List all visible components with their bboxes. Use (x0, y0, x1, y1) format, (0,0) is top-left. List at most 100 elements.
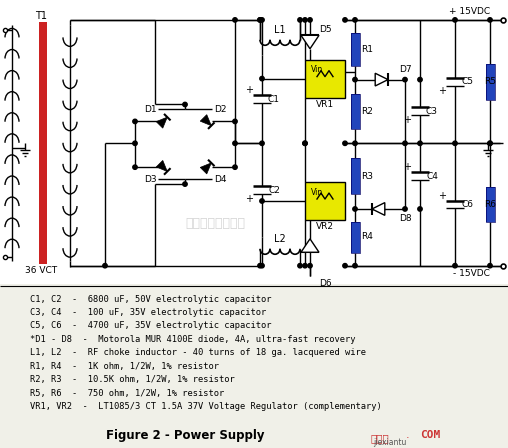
Text: VR1, VR2  -  LT1085/3 CT 1.5A 37V Voltage Regulator (complementary): VR1, VR2 - LT1085/3 CT 1.5A 37V Voltage … (30, 402, 382, 411)
Text: +: + (438, 86, 446, 95)
Text: 接线图: 接线图 (371, 433, 389, 443)
Circle shape (343, 263, 347, 268)
Circle shape (353, 18, 357, 22)
Circle shape (403, 141, 407, 146)
Circle shape (488, 141, 492, 146)
Text: Vin: Vin (311, 65, 323, 74)
Circle shape (233, 165, 237, 169)
Text: - 15VDC: - 15VDC (453, 269, 490, 278)
Text: T1: T1 (35, 11, 47, 21)
Circle shape (133, 165, 137, 169)
Text: D3: D3 (144, 175, 156, 184)
Circle shape (403, 78, 407, 82)
Text: +: + (403, 116, 411, 125)
Text: +: + (245, 85, 253, 95)
Polygon shape (301, 35, 319, 49)
Text: C3, C4  -  100 uF, 35V electrolytic capacitor: C3, C4 - 100 uF, 35V electrolytic capaci… (30, 308, 266, 317)
Text: D8: D8 (399, 215, 411, 224)
Circle shape (353, 207, 357, 211)
Circle shape (258, 18, 262, 22)
Text: R5: R5 (484, 77, 496, 86)
Text: R6: R6 (484, 200, 496, 209)
Text: 杭州梯智科技公司: 杭州梯智科技公司 (185, 217, 245, 230)
Polygon shape (301, 239, 319, 252)
Text: Vin: Vin (311, 188, 323, 197)
Text: L1: L1 (274, 25, 286, 35)
Text: R2, R3  -  10.5K ohm, 1/2W, 1% resistor: R2, R3 - 10.5K ohm, 1/2W, 1% resistor (30, 375, 235, 384)
Bar (305, 60, 345, 98)
Text: C4: C4 (426, 172, 438, 181)
Text: C2: C2 (268, 185, 280, 194)
Bar (351, 222, 360, 253)
Bar (351, 33, 360, 66)
Circle shape (233, 119, 237, 124)
Text: VR2: VR2 (316, 222, 334, 231)
Circle shape (303, 141, 307, 146)
Circle shape (418, 141, 422, 146)
Circle shape (418, 78, 422, 82)
Text: C1: C1 (268, 95, 280, 103)
Text: R5, R6  -  750 ohm, 1/2W, 1% resistor: R5, R6 - 750 ohm, 1/2W, 1% resistor (30, 388, 224, 397)
Polygon shape (156, 160, 167, 172)
Text: jiexiantu: jiexiantu (373, 438, 407, 447)
Circle shape (488, 263, 492, 268)
Text: + 15VDC: + 15VDC (449, 8, 490, 17)
Text: D5: D5 (319, 26, 331, 34)
Text: *D1 - D8  -  Motorola MUR 4100E diode, 4A, ultra-fast recovery: *D1 - D8 - Motorola MUR 4100E diode, 4A,… (30, 335, 356, 344)
Circle shape (260, 18, 264, 22)
Text: D4: D4 (214, 175, 226, 184)
Text: D1: D1 (144, 105, 156, 114)
Circle shape (488, 141, 492, 146)
Circle shape (303, 141, 307, 146)
Bar (39, 22, 47, 264)
Text: D6: D6 (319, 279, 331, 288)
Text: L1, L2  -  RF choke inductor - 40 turns of 18 ga. lacquered wire: L1, L2 - RF choke inductor - 40 turns of… (30, 348, 366, 358)
Circle shape (183, 182, 187, 186)
Circle shape (343, 18, 347, 22)
Text: R1, R4  -  1K ohm, 1/2W, 1% resistor: R1, R4 - 1K ohm, 1/2W, 1% resistor (30, 362, 219, 371)
Text: ·: · (406, 433, 410, 443)
Text: D2: D2 (214, 105, 226, 114)
Bar (351, 33, 360, 66)
Polygon shape (375, 73, 388, 86)
Circle shape (453, 18, 457, 22)
Circle shape (260, 141, 264, 146)
Circle shape (343, 141, 347, 146)
Circle shape (308, 18, 312, 22)
Circle shape (298, 18, 302, 22)
Polygon shape (200, 115, 211, 125)
Text: L2: L2 (274, 234, 286, 244)
Circle shape (233, 18, 237, 22)
Circle shape (260, 77, 264, 81)
Text: R3: R3 (361, 172, 373, 181)
Circle shape (258, 18, 262, 22)
Polygon shape (200, 163, 211, 174)
Circle shape (353, 141, 357, 146)
Circle shape (260, 263, 264, 268)
Circle shape (133, 141, 137, 146)
Bar (486, 186, 494, 222)
Polygon shape (372, 202, 385, 215)
Text: D7: D7 (399, 65, 411, 74)
Text: R2: R2 (361, 107, 373, 116)
Circle shape (303, 18, 307, 22)
Text: C1, C2  -  6800 uF, 50V electrolytic capacitor: C1, C2 - 6800 uF, 50V electrolytic capac… (30, 294, 271, 304)
Circle shape (308, 263, 312, 268)
Bar (351, 158, 360, 194)
Circle shape (418, 207, 422, 211)
Bar (486, 64, 494, 99)
Text: VR1: VR1 (316, 100, 334, 109)
Text: C5, C6  -  4700 uF, 35V electrolytic capacitor: C5, C6 - 4700 uF, 35V electrolytic capac… (30, 321, 271, 331)
Bar (486, 64, 494, 99)
Bar (0, 0, 508, 284)
Circle shape (353, 78, 357, 82)
Circle shape (233, 141, 237, 146)
Text: C3: C3 (426, 107, 438, 116)
Text: +: + (245, 194, 253, 204)
Circle shape (453, 263, 457, 268)
Text: C5: C5 (461, 77, 473, 86)
Circle shape (103, 263, 107, 268)
Circle shape (403, 207, 407, 211)
Bar (351, 94, 360, 129)
Bar (351, 94, 360, 129)
